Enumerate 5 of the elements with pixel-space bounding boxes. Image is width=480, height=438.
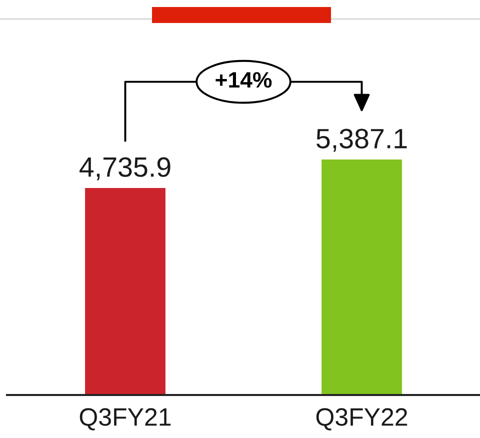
- x-tick-label: Q3FY22: [316, 408, 408, 430]
- data-label: 5,387.1: [316, 128, 407, 152]
- x-tick-label: Q3FY21: [80, 408, 171, 430]
- text: +14%: [216, 72, 272, 88]
- data-label: 4,735.9: [80, 157, 170, 180]
